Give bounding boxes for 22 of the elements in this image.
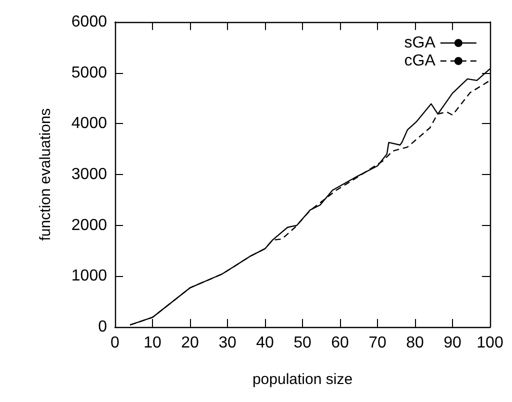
legend-label: cGA: [404, 52, 436, 70]
x-tick-label: 100: [476, 334, 504, 352]
y-tick-label: 5000: [71, 64, 108, 82]
x-tick-label: 70: [368, 334, 386, 352]
x-tick-label: 80: [406, 334, 424, 352]
x-tick-label: 60: [331, 334, 349, 352]
x-tick-label: 0: [110, 334, 120, 352]
legend-label: sGA: [404, 34, 436, 52]
x-tick-label: 40: [256, 334, 274, 352]
y-tick-label: 1000: [71, 268, 108, 285]
y-tick-label: 0: [98, 318, 108, 336]
x-tick-label: 30: [218, 334, 236, 352]
y-axis-title: function evaluations: [37, 108, 54, 241]
y-tick-label: 6000: [71, 14, 108, 30]
x-tick-label: 20: [181, 334, 199, 352]
x-axis-title: population size: [252, 371, 353, 388]
y-tick-label: 4000: [71, 115, 108, 132]
x-tick-label: 50: [294, 334, 312, 352]
x-tick-label: 10: [144, 334, 162, 352]
y-tick-label: 2000: [71, 216, 108, 234]
x-tick-label: 90: [444, 334, 462, 352]
y-tick-label: 3000: [71, 166, 108, 183]
